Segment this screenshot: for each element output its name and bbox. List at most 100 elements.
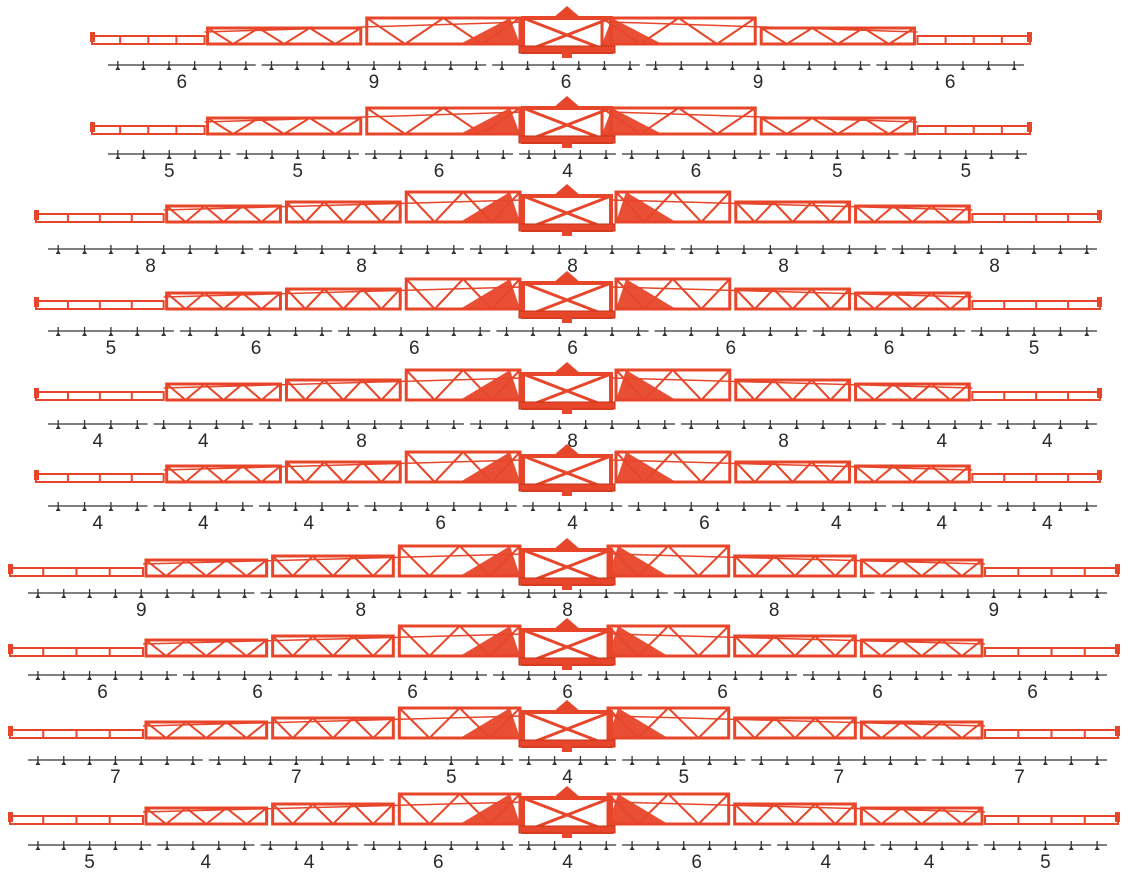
nozzle-icon: [741, 245, 747, 254]
nozzle-icon: [926, 420, 932, 429]
boom-row: 4 4 4 6 4 6 4 4 4: [34, 444, 1102, 534]
nozzle-icon: [681, 589, 687, 598]
spray-section: 6: [364, 502, 517, 534]
section-nozzle-count: 7: [1014, 767, 1025, 788]
nozzle-icon: [1068, 756, 1074, 765]
section-nozzle-count: 9: [136, 600, 147, 621]
nozzle-icon: [836, 841, 842, 850]
nozzle-icon: [939, 756, 945, 765]
boom-frame: [90, 96, 1032, 148]
section-nozzle-count: 6: [884, 338, 895, 359]
nozzle-icon: [583, 502, 589, 511]
nozzle-icon: [820, 327, 826, 336]
nozzle-icon: [242, 589, 248, 598]
nozzle-icon: [473, 61, 479, 70]
section-nozzle-count: 6: [409, 338, 420, 359]
section-nozzle-count: 7: [110, 767, 121, 788]
nozzle-icon: [372, 245, 378, 254]
nozzle-icon: [243, 150, 249, 159]
nozzle-icon: [371, 756, 377, 765]
nozzle-icon: [629, 756, 635, 765]
nozzle-icon: [397, 841, 403, 850]
spray-section: 6: [648, 671, 797, 703]
nozzle-icon: [397, 61, 403, 70]
nozzle-icon: [1014, 150, 1020, 159]
nozzle-icon: [1068, 841, 1074, 850]
nozzle-icon: [293, 756, 299, 765]
nozzle-icon: [345, 589, 351, 598]
nozzle-icon: [662, 420, 668, 429]
boom-frame: [8, 786, 1120, 838]
nozzle-icon: [784, 671, 790, 680]
nozzle-icon: [213, 327, 219, 336]
nozzle-icon: [55, 327, 61, 336]
spray-section: 6: [628, 502, 781, 534]
nozzle-icon: [345, 61, 351, 70]
nozzle-icon: [809, 150, 815, 159]
nozzle-icon: [293, 327, 299, 336]
nozzle-icon: [319, 502, 325, 511]
nozzle-icon: [319, 841, 325, 850]
nozzle-icon: [108, 245, 114, 254]
nozzle-icon: [576, 61, 582, 70]
nozzle-icon: [293, 671, 299, 680]
boom-row: 5 6 6 6 6 6 5: [34, 271, 1102, 359]
spray-section: 6: [492, 61, 640, 93]
nozzle-icon: [1042, 671, 1048, 680]
nozzle-icon: [783, 150, 789, 159]
section-nozzle-count: 6: [97, 682, 108, 703]
nozzle-icon: [140, 61, 146, 70]
nozzle-icon: [398, 420, 404, 429]
nozzle-icon: [552, 671, 558, 680]
section-nozzle-count: 8: [567, 256, 578, 277]
nozzle-icon: [577, 150, 583, 159]
nozzle-icon: [397, 756, 403, 765]
nozzle-icon: [635, 327, 641, 336]
nozzle-icon: [451, 327, 457, 336]
nozzle-icon: [729, 61, 735, 70]
section-nozzle-count: 4: [936, 431, 947, 452]
spray-section: 4: [786, 502, 886, 534]
nozzle-icon: [978, 245, 984, 254]
nozzle-icon: [1084, 502, 1090, 511]
nozzle-icon: [836, 756, 842, 765]
spray-section: 6: [108, 61, 256, 93]
nozzle-icon: [887, 589, 893, 598]
section-nozzle-count: 5: [446, 767, 457, 788]
nozzle-icon: [35, 841, 41, 850]
nozzle-icon: [965, 589, 971, 598]
nozzle-icon: [862, 841, 868, 850]
nozzle-icon: [345, 420, 351, 429]
section-nozzle-count: 5: [960, 161, 971, 182]
nozzle-icon: [635, 245, 641, 254]
spray-section: 5: [983, 841, 1107, 873]
nozzle-icon: [192, 61, 198, 70]
section-nozzle-count: 4: [1042, 431, 1053, 452]
section-nozzle-count: 6: [251, 338, 262, 359]
section-nozzle-count: 8: [356, 600, 367, 621]
nozzle-icon: [371, 589, 377, 598]
nozzle-icon: [61, 589, 67, 598]
nozzle-icon: [952, 502, 958, 511]
nozzle-icon: [583, 327, 589, 336]
nozzle-icon: [965, 756, 971, 765]
spray-section: 4: [997, 502, 1097, 534]
nozzle-icon: [1057, 327, 1063, 336]
nozzle-icon: [810, 589, 816, 598]
nozzle-icon: [504, 327, 510, 336]
spray-section: 6: [803, 671, 952, 703]
nozzle-icon: [741, 327, 747, 336]
nozzle-icon: [504, 502, 510, 511]
nozzle-icon: [715, 245, 721, 254]
spray-section: 6: [363, 841, 513, 873]
spray-section: 5: [389, 756, 513, 788]
section-nozzle-count: 4: [562, 767, 573, 788]
section-nozzle-count: 6: [567, 338, 578, 359]
section-nozzle-count: 6: [717, 682, 728, 703]
boom-frame: [34, 184, 1102, 236]
nozzle-icon: [190, 841, 196, 850]
boom-row: 9 8 8 8 9: [8, 538, 1120, 621]
nozzle-icon: [810, 841, 816, 850]
nozzle-icon: [243, 61, 249, 70]
nozzle-icon: [732, 671, 738, 680]
